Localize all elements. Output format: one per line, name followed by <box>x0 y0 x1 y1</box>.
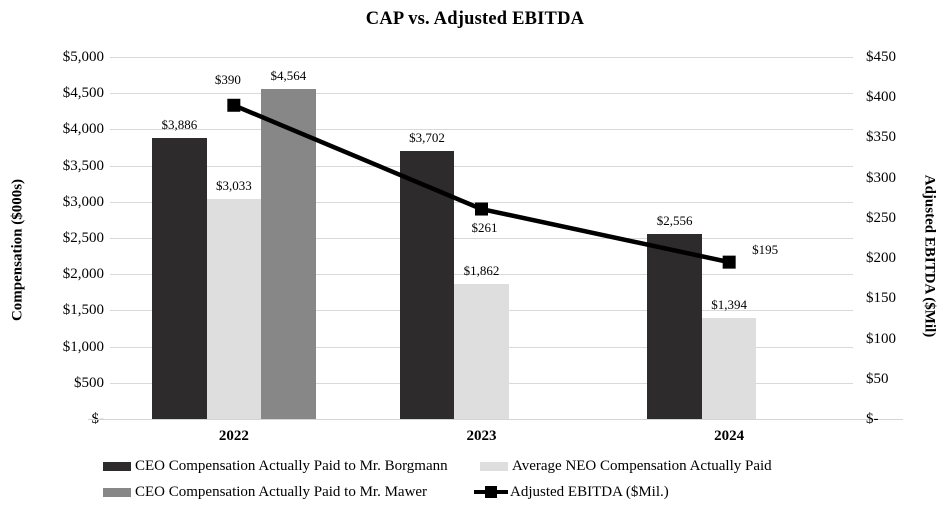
bar-label-borgmann-2024: $2,556 <box>656 212 693 228</box>
legend-item-mawer: CEO Compensation Actually Paid to Mr. Ma… <box>103 482 427 502</box>
left-axis-tick-label: $1,000 <box>62 338 104 355</box>
legend-line-marker-ebitda <box>474 486 508 499</box>
line-label-2024: $195 <box>752 242 779 258</box>
bar-neo-2023 <box>454 284 509 419</box>
bar-label-borgmann-2023: $3,702 <box>409 129 445 145</box>
legend-label-neo: Average NEO Compensation Actually Paid <box>512 458 772 474</box>
left-axis-tick-label: $4,000 <box>62 121 104 138</box>
legend-swatch-borgmann <box>103 461 131 471</box>
gridline <box>110 165 853 167</box>
legend-label-ebitda: Adjusted EBITDA ($Mil.) <box>510 484 669 500</box>
category-label-2022: 2022 <box>218 428 249 444</box>
legend-item-neo: Average NEO Compensation Actually Paid <box>480 456 772 476</box>
left-axis-tick-label: $1,500 <box>62 302 104 319</box>
bar-label-neo-2023: $1,862 <box>463 263 500 279</box>
legend-label-borgmann: CEO Compensation Actually Paid to Mr. Bo… <box>135 458 448 474</box>
gridline <box>110 57 853 58</box>
bar-label-mawer-2022: $4,564 <box>270 67 307 83</box>
legend-swatch-mawer <box>103 487 131 497</box>
left-axis-title: Compensation ($000s) <box>9 178 26 322</box>
bar-neo-2022 <box>206 199 262 419</box>
legend-item-borgmann: CEO Compensation Actually Paid to Mr. Bo… <box>103 456 448 476</box>
legend-item-ebitda: Adjusted EBITDA ($Mil.) <box>474 482 669 502</box>
left-axis-tick-label: $500 <box>74 374 104 391</box>
right-axis-tick-label: $400 <box>866 89 896 106</box>
right-axis-title: Adjusted EBITDA ($Mil) <box>921 174 938 338</box>
bar-label-borgmann-2022: $3,886 <box>161 116 198 132</box>
left-axis-tick-label: $3,500 <box>62 157 104 174</box>
gridline <box>110 129 853 131</box>
line-label-2022: $390 <box>214 72 241 88</box>
category-label-2024: 2024 <box>714 428 745 444</box>
left-axis-tick-label: $3,000 <box>62 193 104 210</box>
bar-borgmann-2022 <box>152 137 207 419</box>
legend-swatch-neo <box>480 461 508 471</box>
bar-neo-2024 <box>701 318 757 419</box>
left-axis-tick-label: $5,000 <box>62 49 104 65</box>
legend-label-mawer: CEO Compensation Actually Paid to Mr. Ma… <box>135 484 428 500</box>
right-axis-tick-label: $150 <box>866 290 896 307</box>
right-axis-tick-label: $- <box>866 411 879 427</box>
bar-mawer-2022 <box>261 88 316 419</box>
ebitda-marker-2023 <box>475 202 488 216</box>
chart-title: CAP vs. Adjusted EBITDA <box>365 9 585 29</box>
category-label-2023: 2023 <box>466 428 497 444</box>
right-axis-tick-label: $450 <box>866 49 896 65</box>
gridline <box>110 93 853 95</box>
x-axis-line <box>88 419 903 420</box>
right-axis-tick-label: $350 <box>866 129 896 146</box>
right-axis-tick-label: $250 <box>866 209 896 226</box>
left-axis-tick-label: $2,500 <box>62 230 104 246</box>
bar-label-neo-2024: $1,394 <box>711 297 748 313</box>
right-axis-tick-label: $300 <box>866 169 896 186</box>
right-axis-tick-label: $100 <box>866 330 896 347</box>
left-axis-tick-label: $2,000 <box>62 266 104 283</box>
right-axis-tick-label: $50 <box>866 370 889 387</box>
bar-borgmann-2024 <box>647 233 702 419</box>
bar-borgmann-2023 <box>399 150 455 419</box>
legend-line-square-marker <box>485 486 497 498</box>
ebitda-marker-2022 <box>227 98 241 112</box>
ebitda-marker-2024 <box>722 255 736 269</box>
line-label-2023: $261 <box>471 220 498 236</box>
right-axis-tick-label: $200 <box>866 250 896 267</box>
left-axis-tick-label: $4,500 <box>62 85 104 102</box>
gridline <box>110 274 853 276</box>
